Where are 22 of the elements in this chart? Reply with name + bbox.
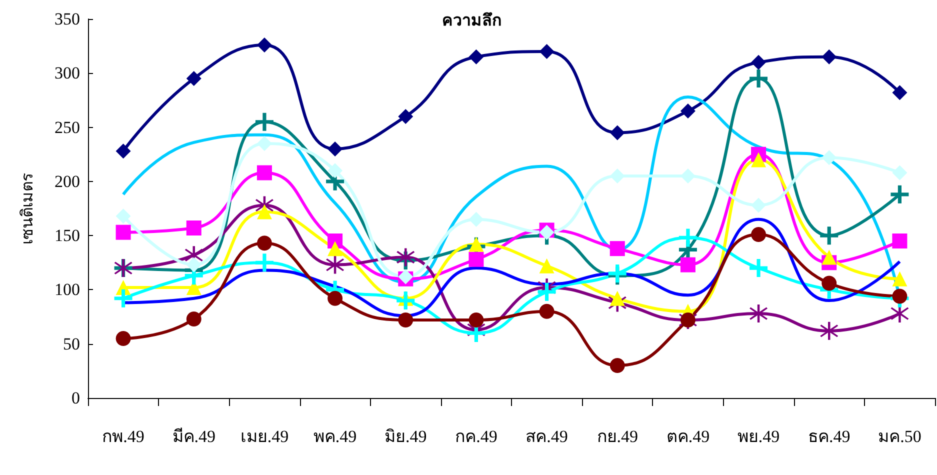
y-tick-label: 150 bbox=[54, 226, 80, 246]
x-tick-label: กค.49 bbox=[455, 427, 498, 446]
x-tick-label: สค.49 bbox=[526, 427, 568, 446]
y-tick-label: 300 bbox=[54, 64, 80, 83]
x-tick-label: มค.50 bbox=[878, 427, 922, 446]
x-tick-label: ตค.49 bbox=[666, 427, 710, 446]
y-tick-label: 50 bbox=[63, 334, 80, 354]
x-tick-label: กพ.49 bbox=[102, 427, 144, 446]
x-tick-label: มีค.49 bbox=[172, 427, 216, 446]
x-tick-label: ธค.49 bbox=[808, 427, 850, 446]
y-tick-label: 350 bbox=[54, 10, 80, 28]
y-tick-label: 200 bbox=[54, 172, 80, 191]
x-tick-label: มิย.49 bbox=[384, 427, 427, 446]
x-tick-label: กย.49 bbox=[596, 427, 638, 446]
y-tick-label: 100 bbox=[54, 280, 80, 300]
y-tick-label: 250 bbox=[54, 118, 80, 137]
y-axis-title: เซนติเมตร bbox=[20, 172, 36, 244]
x-tick-label: พย.49 bbox=[737, 427, 780, 446]
y-tick-label: 0 bbox=[72, 388, 80, 408]
chart-title: ความลึก bbox=[442, 12, 502, 30]
x-tick-label: พค.49 bbox=[313, 427, 357, 446]
x-tick-label: เมย.49 bbox=[240, 427, 289, 446]
